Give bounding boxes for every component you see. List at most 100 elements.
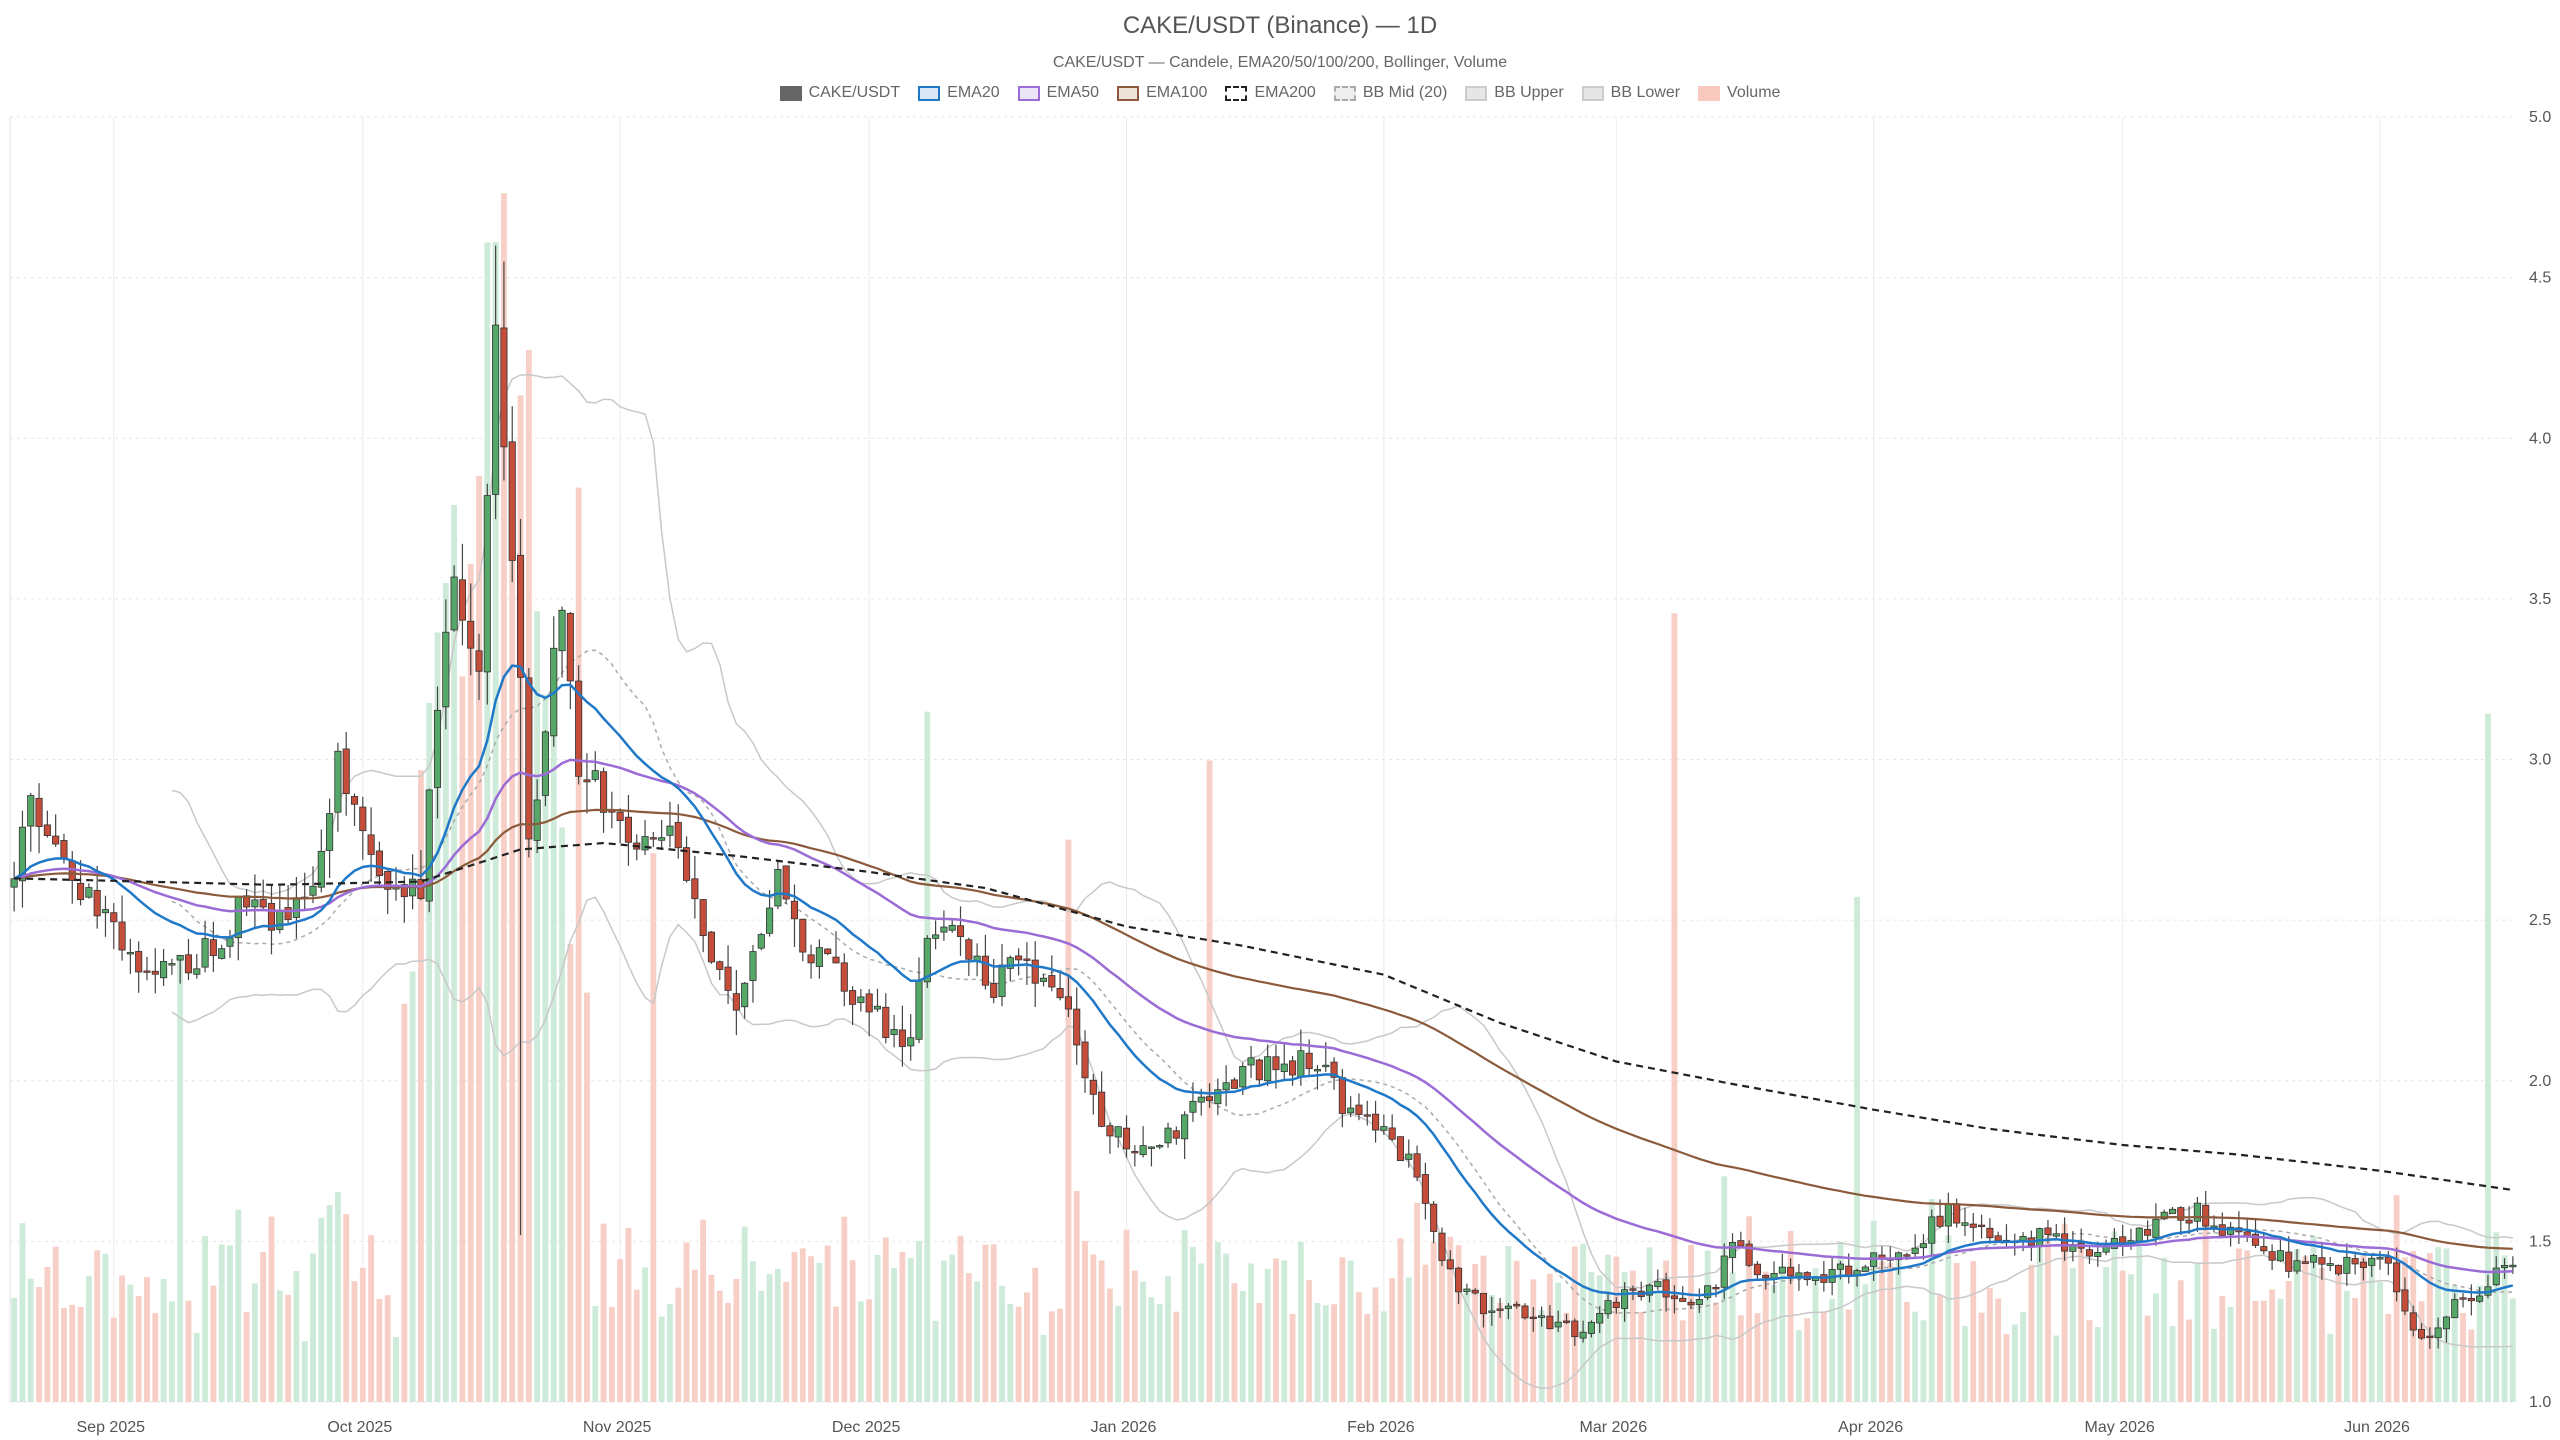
candle-body	[1538, 1315, 1546, 1318]
chart-legend: CAKE/USDT EMA20 EMA50 EMA100 EMA200 BB Mid (2…	[0, 84, 2560, 102]
volume-bar	[1513, 1260, 1520, 1402]
candle-body	[724, 966, 732, 991]
candle-body	[508, 441, 516, 561]
candle-body	[674, 821, 682, 849]
legend-label: Volume	[1727, 84, 1781, 101]
volume-bar	[1596, 1275, 1603, 1402]
legend-item[interactable]: Volume	[1698, 84, 1780, 102]
volume-bar	[2302, 1256, 2309, 1402]
volume-bar	[2310, 1235, 2317, 1402]
volume-bar	[733, 1279, 740, 1402]
chart-subtitle: CAKE/USDT — Candele, EMA20/50/100/200, B…	[1052, 54, 1508, 71]
candle-body	[1446, 1259, 1454, 1270]
volume-bar	[2485, 713, 2491, 1402]
legend-item[interactable]: EMA100	[1117, 84, 1207, 102]
candle-body	[1322, 1064, 1330, 1068]
candle-body	[350, 796, 359, 805]
candle-body	[1156, 1145, 1164, 1148]
candle-body	[1280, 1063, 1288, 1073]
candle-body	[649, 837, 657, 840]
bb-upper-line	[171, 374, 2513, 1289]
volume-bar	[484, 242, 491, 1402]
volume-bar	[799, 1248, 806, 1402]
candle-body	[433, 709, 442, 788]
candle-body	[442, 631, 450, 708]
candle-body	[1264, 1056, 1272, 1082]
candle-body	[2467, 1298, 2475, 1302]
legend-item[interactable]: BB Lower	[1581, 84, 1680, 102]
volume-bar	[575, 487, 582, 1402]
candle-body	[359, 806, 367, 832]
candle-body	[1048, 975, 1056, 988]
legend-item[interactable]: CAKE/USDT	[779, 84, 900, 102]
candle-body	[807, 954, 815, 964]
candle-body	[2434, 1327, 2442, 1339]
legend-label: EMA100	[1146, 84, 1208, 101]
volume-bar	[1978, 1312, 1985, 1402]
candle-body	[1081, 1041, 1089, 1079]
candle-body	[1380, 1126, 1388, 1131]
volume-bar	[683, 1242, 690, 1402]
volume-bar	[152, 1313, 159, 1402]
volume-bar	[1397, 1238, 1404, 1402]
legend-item[interactable]: BB Mid (20)	[1333, 84, 1447, 102]
volume-bar	[409, 971, 416, 1402]
volume-bar	[1090, 1254, 1097, 1402]
candle-body	[1197, 1096, 1205, 1103]
volume-bar	[1688, 1244, 1694, 1402]
volume-bar	[1256, 1302, 1263, 1402]
volume-bar	[2119, 1270, 2126, 1402]
volume-bar	[509, 448, 516, 1402]
x-tick-label: Mar 2026	[1580, 1419, 1648, 1436]
volume-bar	[476, 476, 482, 1402]
candle-body	[126, 952, 134, 955]
candle-body	[990, 982, 998, 998]
volume-bar	[774, 1268, 781, 1402]
volume-bar	[949, 1254, 956, 1402]
volume-bar	[501, 193, 507, 1402]
volume-bar	[1181, 1229, 1188, 1402]
volume-bar	[467, 563, 474, 1402]
legend-item[interactable]: EMA20	[918, 84, 1000, 102]
legend-item[interactable]: BB Upper	[1465, 84, 1564, 102]
volume-bar	[268, 1216, 275, 1402]
legend-item[interactable]: EMA50	[1017, 84, 1099, 102]
legend-item[interactable]: EMA200	[1225, 84, 1316, 102]
volume-bar	[1098, 1260, 1105, 1402]
volume-bar	[2493, 1232, 2500, 1402]
candle-body	[716, 961, 724, 970]
volume-bar	[2509, 1298, 2516, 1402]
volume-bar	[1812, 1268, 1819, 1402]
candle-body	[243, 895, 251, 908]
legend-swatch	[1333, 85, 1356, 101]
candle-body	[1695, 1299, 1703, 1305]
volume-bar	[2078, 1239, 2085, 1402]
candle-body	[882, 1006, 890, 1038]
candle-body	[683, 847, 691, 881]
candle-body	[1372, 1113, 1380, 1131]
candle-body	[1330, 1061, 1338, 1078]
volume-bar	[119, 1275, 125, 1402]
candle-body	[326, 813, 334, 851]
volume-bar	[318, 1217, 325, 1402]
volume-bar	[260, 1252, 267, 1402]
volume-bar	[1380, 1311, 1387, 1402]
candle-body	[2152, 1218, 2160, 1238]
volume-bar	[2103, 1266, 2109, 1402]
volume-bar	[2177, 1280, 2184, 1402]
y-tick-label: 5.0	[2529, 109, 2551, 126]
candle-body	[18, 826, 27, 882]
volume-bar	[1522, 1304, 1528, 1402]
candle-body	[60, 840, 68, 859]
volume-bar	[1970, 1261, 1977, 1402]
x-tick-label: Sep 2025	[77, 1419, 146, 1436]
candle-body	[1122, 1127, 1131, 1150]
volume-bar	[1148, 1297, 1155, 1402]
candle-body	[1928, 1216, 1936, 1244]
volume-bar	[177, 955, 184, 1402]
y-tick-label: 2.5	[2529, 912, 2551, 929]
candle-body	[1604, 1300, 1612, 1315]
candle-body	[2044, 1227, 2052, 1235]
candle-body	[367, 834, 375, 855]
volume-bar	[2227, 1306, 2234, 1402]
